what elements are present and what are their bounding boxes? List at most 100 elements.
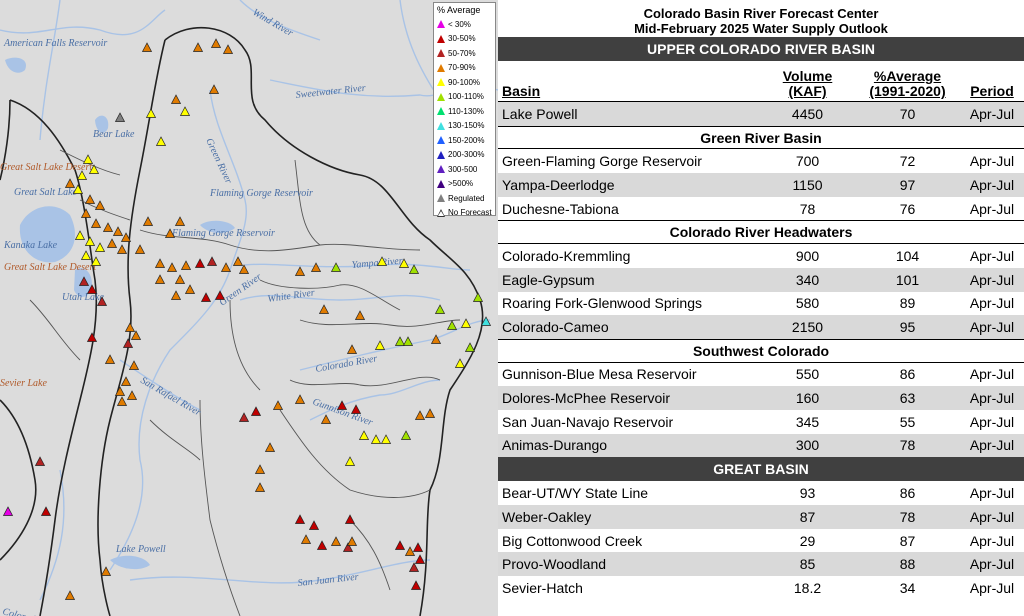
legend-item: 150-200%: [437, 133, 492, 148]
rows-green: Green-Flaming Gorge Reservoir 700 72 Apr-Ju…: [498, 149, 1024, 220]
forecast-point-icon: [88, 164, 100, 174]
forecast-point-icon: [84, 194, 96, 204]
forecast-point-icon: [154, 258, 166, 268]
forecast-point-icon: [400, 430, 412, 440]
forecast-point-icon: [294, 266, 306, 276]
label-yampa-river: Yampa River: [351, 256, 403, 271]
cell-volume: 4450: [791, 105, 824, 122]
forecast-point-icon: [192, 42, 204, 52]
forecast-point-icon: [464, 342, 476, 352]
forecast-point-icon: [120, 232, 132, 242]
table-row: Dolores-McPhee Reservoir 160 63 Apr-Jul: [498, 386, 1024, 410]
forecast-point-icon: [104, 354, 116, 364]
legend-item: 50-70%: [437, 46, 492, 61]
label-kanaka-lake: Kanaka Lake: [3, 240, 58, 251]
forecast-point-icon: [72, 184, 84, 194]
cell-period: Apr-Jul: [969, 153, 1015, 170]
cell-average: 88: [899, 556, 916, 573]
cell-period: Apr-Jul: [969, 176, 1015, 193]
label-great-salt-lake-desert-2: Great Salt Lake Desert: [4, 262, 96, 273]
forecast-point-icon: [206, 256, 218, 266]
forecast-point-icon: [141, 42, 153, 52]
forecast-point-icon: [179, 106, 191, 116]
forecast-point-icon: [402, 336, 414, 346]
legend-label: 100-110%: [448, 92, 484, 102]
cell-basin: Green-Flaming Gorge Reservoir: [502, 153, 702, 170]
forecast-point-icon: [414, 554, 426, 564]
table-row: Yampa-Deerlodge 1150 97 Apr-Jul: [498, 173, 1024, 197]
legend-triangle-icon: [437, 194, 445, 203]
label-utah-lake: Utah Lake: [62, 292, 105, 303]
legend-triangle-icon: [437, 20, 445, 29]
forecast-point-icon: [408, 562, 420, 572]
legend-label: 30-50%: [448, 34, 476, 44]
cell-average: 76: [899, 200, 916, 217]
forecast-point-icon: [346, 344, 358, 354]
forecast-point-icon: [80, 250, 92, 260]
cell-period: Apr-Jul: [969, 366, 1015, 383]
forecast-point-icon: [134, 244, 146, 254]
cell-basin: Roaring Fork-Glenwood Springs: [502, 295, 702, 312]
table-header: Colorado Basin River Forecast Center Mid…: [498, 0, 1024, 37]
forecast-point-icon: [460, 318, 472, 328]
forecast-point-icon: [342, 542, 354, 552]
cell-period: Apr-Jul: [969, 485, 1015, 502]
forecast-point-icon: [222, 44, 234, 54]
table-row: San Juan-Navajo Reservoir 345 55 Apr-Jul: [498, 410, 1024, 434]
section-headwaters: Colorado River Headwaters: [498, 220, 1024, 245]
cell-basin: Big Cottonwood Creek: [502, 532, 643, 549]
legend-label: >500%: [448, 179, 474, 189]
table-row: Provo-Woodland 85 88 Apr-Jul: [498, 552, 1024, 577]
forecast-point-icon: [380, 434, 392, 444]
label-sevier-lake: Sevier Lake: [0, 378, 47, 389]
forecast-point-icon: [166, 262, 178, 272]
table-row: Sevier-Hatch 18.2 34 Apr-Jul: [498, 576, 1024, 600]
forecast-point-icon: [64, 178, 76, 188]
cell-volume: 1150: [792, 176, 823, 193]
legend-item: 300-500: [437, 162, 492, 177]
forecast-point-icon: [100, 566, 112, 576]
legend-triangle-icon: [437, 63, 445, 72]
cell-basin: Sevier-Hatch: [502, 579, 583, 596]
label-great-salt-lake: Great Salt Lake: [14, 187, 78, 198]
forecast-point-icon: [126, 390, 138, 400]
forecast-point-icon: [145, 108, 157, 118]
label-green-river: Green River: [203, 137, 234, 186]
cell-volume: 18.2: [793, 579, 822, 596]
forecast-point-icon: [472, 292, 484, 302]
cell-volume: 580: [795, 295, 820, 312]
col-basin: Basin: [502, 83, 541, 99]
table-row: Weber-Oakley 87 78 Apr-Jul: [498, 505, 1024, 529]
label-american-falls: American Falls Reservoir: [3, 38, 107, 49]
cell-basin: Colorado-Cameo: [502, 319, 609, 336]
table-title-line2: Mid-February 2025 Water Supply Outlook: [634, 21, 888, 36]
cell-volume: 29: [799, 532, 816, 549]
cell-period: Apr-Jul: [969, 437, 1015, 454]
legend-label: Regulated: [448, 193, 485, 203]
table-row: Animas-Durango 300 78 Apr-Jul: [498, 433, 1024, 458]
forecast-point-icon: [170, 94, 182, 104]
forecast-point-icon: [76, 170, 88, 180]
forecast-point-icon: [454, 358, 466, 368]
sub-basin-boundaries: [29, 149, 461, 616]
legend-triangle-icon: [437, 78, 445, 87]
forecast-point-icon: [310, 262, 322, 272]
cell-basin: San Juan-Navajo Reservoir: [502, 413, 674, 430]
cell-period: Apr-Jul: [969, 319, 1015, 336]
cell-volume: 300: [795, 437, 820, 454]
legend-item: >500%: [437, 177, 492, 192]
forecast-point-icon: [124, 322, 136, 332]
forecast-point-icon: [174, 216, 186, 226]
forecast-point-icon: [264, 442, 276, 452]
cell-average: 70: [899, 105, 916, 122]
cell-basin: Provo-Woodland: [502, 556, 607, 573]
legend-triangle-icon: [437, 208, 445, 217]
legend-triangle-icon: [437, 121, 445, 130]
forecast-point-icon: [184, 284, 196, 294]
legend-label: 200-300%: [448, 150, 485, 160]
forecast-point-icon: [344, 514, 356, 524]
forecast-point-icon: [254, 464, 266, 474]
label-bear-lake: Bear Lake: [93, 129, 135, 140]
legend-triangle-icon: [437, 165, 445, 174]
legend-label: 130-150%: [448, 121, 485, 131]
